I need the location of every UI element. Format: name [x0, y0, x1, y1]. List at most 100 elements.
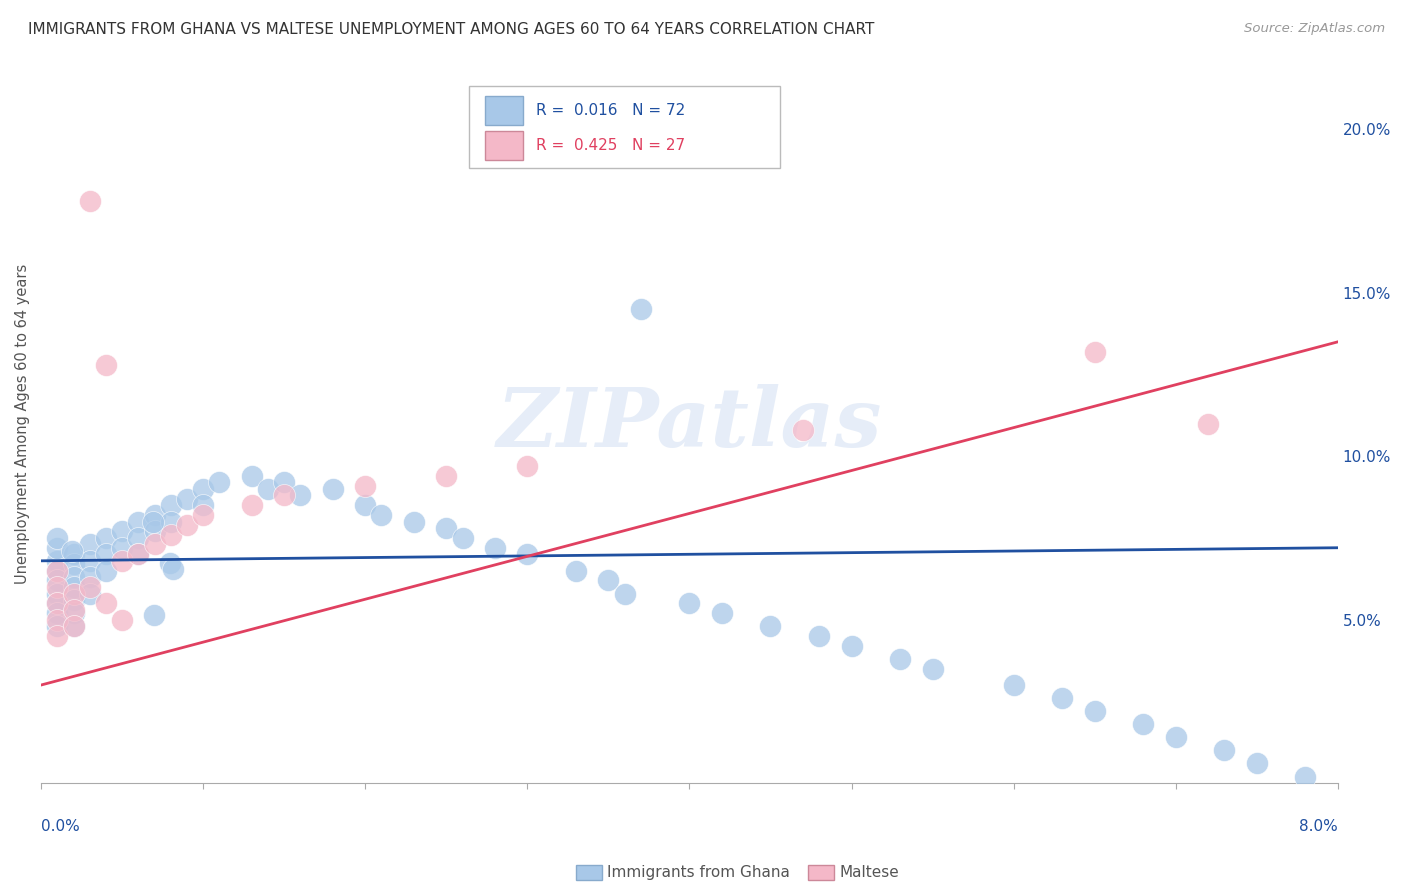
Point — [60, 544, 83, 558]
Point — [678, 596, 700, 610]
Point — [79, 537, 101, 551]
Point — [143, 537, 166, 551]
Point — [565, 564, 588, 578]
Point — [46, 554, 69, 568]
Point — [127, 515, 149, 529]
Point — [889, 652, 911, 666]
Point — [808, 629, 831, 643]
Point — [159, 515, 181, 529]
Point — [1002, 678, 1025, 692]
Text: 8.0%: 8.0% — [1299, 819, 1337, 834]
Point — [759, 619, 782, 633]
Point — [143, 508, 166, 522]
Point — [159, 498, 181, 512]
Point — [62, 570, 84, 584]
Point — [484, 541, 506, 555]
Point — [516, 547, 538, 561]
Point — [46, 596, 69, 610]
Point — [1197, 417, 1219, 431]
Point — [62, 593, 84, 607]
Point — [516, 458, 538, 473]
Point — [62, 580, 84, 594]
Text: R =  0.016   N = 72: R = 0.016 N = 72 — [537, 103, 686, 119]
Point — [62, 603, 84, 617]
Point — [46, 580, 69, 594]
Point — [46, 613, 69, 627]
Point — [240, 498, 263, 512]
Point — [290, 488, 312, 502]
Point — [630, 302, 652, 317]
Point — [1246, 756, 1268, 771]
Point — [273, 475, 295, 490]
Point — [792, 423, 814, 437]
Point — [354, 478, 377, 492]
Point — [94, 547, 117, 561]
Point — [62, 586, 84, 600]
Text: Source: ZipAtlas.com: Source: ZipAtlas.com — [1244, 22, 1385, 36]
Point — [1084, 344, 1107, 359]
Point — [257, 482, 280, 496]
Point — [46, 531, 69, 545]
Point — [111, 541, 134, 555]
Point — [111, 524, 134, 539]
Point — [46, 619, 69, 633]
Point — [127, 547, 149, 561]
Point — [193, 498, 215, 512]
Bar — [485, 96, 523, 125]
Point — [354, 498, 377, 512]
Bar — [485, 131, 523, 160]
Point — [841, 639, 863, 653]
Point — [46, 564, 69, 578]
Point — [613, 586, 636, 600]
Point — [273, 488, 295, 502]
Point — [159, 527, 181, 541]
Point — [1084, 704, 1107, 718]
Point — [46, 541, 69, 555]
Point — [142, 515, 165, 529]
Point — [79, 194, 101, 209]
Point — [46, 574, 69, 588]
Point — [598, 574, 620, 588]
Point — [176, 517, 198, 532]
Point — [46, 629, 69, 643]
Point — [111, 613, 134, 627]
Point — [1132, 717, 1154, 731]
Text: IMMIGRANTS FROM GHANA VS MALTESE UNEMPLOYMENT AMONG AGES 60 TO 64 YEARS CORRELAT: IMMIGRANTS FROM GHANA VS MALTESE UNEMPLO… — [28, 22, 875, 37]
Point — [79, 586, 101, 600]
Point — [127, 531, 149, 545]
Point — [79, 554, 101, 568]
Point — [1294, 770, 1316, 784]
Point — [94, 564, 117, 578]
Point — [402, 515, 425, 529]
Point — [62, 606, 84, 620]
Point — [434, 468, 457, 483]
Point — [1213, 743, 1236, 757]
Point — [193, 482, 215, 496]
Point — [710, 606, 733, 620]
Text: Immigrants from Ghana: Immigrants from Ghana — [607, 865, 790, 880]
Point — [208, 475, 231, 490]
Point — [79, 580, 101, 594]
Point — [46, 564, 69, 578]
Point — [94, 596, 117, 610]
Text: R =  0.425   N = 27: R = 0.425 N = 27 — [537, 137, 686, 153]
Point — [193, 508, 215, 522]
Point — [46, 606, 69, 620]
Point — [94, 531, 117, 545]
Point — [921, 662, 943, 676]
Point — [143, 524, 166, 539]
Point — [176, 491, 198, 506]
Point — [451, 531, 474, 545]
Point — [46, 596, 69, 610]
Y-axis label: Unemployment Among Ages 60 to 64 years: Unemployment Among Ages 60 to 64 years — [15, 263, 30, 583]
Point — [62, 547, 84, 561]
Point — [62, 557, 84, 571]
Text: ZIPatlas: ZIPatlas — [496, 384, 882, 464]
Point — [1164, 731, 1187, 745]
Point — [79, 570, 101, 584]
Point — [127, 547, 149, 561]
Point — [159, 557, 181, 571]
Point — [240, 468, 263, 483]
Point — [142, 607, 165, 622]
Point — [1050, 691, 1073, 706]
